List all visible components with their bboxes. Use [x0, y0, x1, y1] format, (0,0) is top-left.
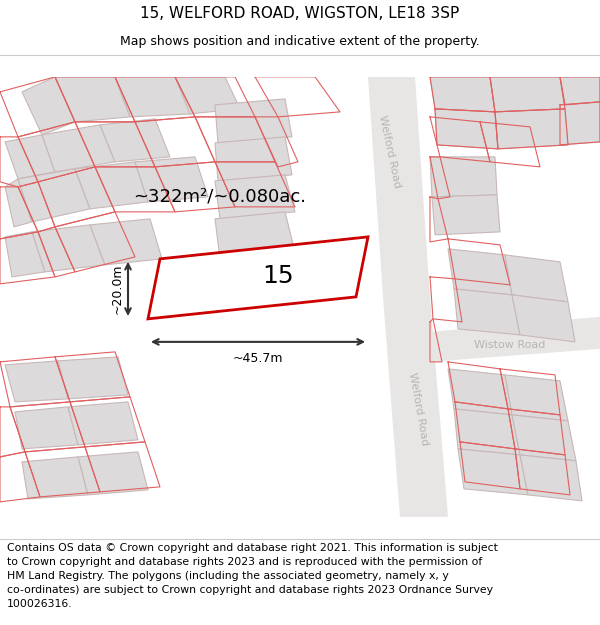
Polygon shape	[454, 289, 520, 335]
Text: 15, WELFORD ROAD, WIGSTON, LE18 3SP: 15, WELFORD ROAD, WIGSTON, LE18 3SP	[140, 6, 460, 21]
Polygon shape	[215, 99, 292, 143]
Polygon shape	[22, 77, 75, 135]
Polygon shape	[560, 77, 600, 105]
Polygon shape	[454, 409, 520, 455]
Polygon shape	[148, 237, 368, 319]
Polygon shape	[490, 77, 565, 112]
Text: Welford Road: Welford Road	[377, 114, 403, 189]
Polygon shape	[75, 162, 148, 209]
Polygon shape	[520, 455, 582, 501]
Polygon shape	[448, 249, 512, 295]
Polygon shape	[22, 457, 88, 499]
Text: Contains OS data © Crown copyright and database right 2021. This information is : Contains OS data © Crown copyright and d…	[7, 543, 498, 609]
Polygon shape	[5, 232, 45, 277]
Text: ~20.0m: ~20.0m	[111, 264, 124, 314]
Polygon shape	[505, 375, 568, 421]
Polygon shape	[560, 102, 600, 145]
Polygon shape	[5, 361, 68, 402]
Polygon shape	[32, 225, 105, 272]
Polygon shape	[100, 119, 170, 162]
Polygon shape	[435, 109, 498, 149]
Polygon shape	[115, 77, 192, 117]
Polygon shape	[18, 169, 90, 222]
Polygon shape	[15, 407, 78, 449]
Polygon shape	[135, 157, 208, 202]
Text: 15: 15	[262, 264, 294, 288]
Polygon shape	[90, 219, 162, 265]
Polygon shape	[5, 179, 32, 227]
Polygon shape	[432, 195, 500, 235]
Polygon shape	[430, 77, 495, 112]
Polygon shape	[495, 109, 568, 149]
Polygon shape	[175, 77, 240, 114]
Polygon shape	[215, 137, 292, 181]
Polygon shape	[58, 357, 128, 399]
Polygon shape	[430, 157, 497, 197]
Text: Wistow Road: Wistow Road	[475, 340, 545, 350]
Polygon shape	[430, 317, 600, 362]
Text: Map shows position and indicative extent of the property.: Map shows position and indicative extent…	[120, 35, 480, 48]
Polygon shape	[55, 77, 130, 122]
Polygon shape	[368, 77, 430, 297]
Text: Welford Road: Welford Road	[407, 371, 430, 446]
Polygon shape	[512, 295, 575, 342]
Polygon shape	[42, 125, 115, 172]
Text: ~45.7m: ~45.7m	[233, 352, 283, 365]
Polygon shape	[448, 369, 512, 415]
Polygon shape	[68, 402, 138, 445]
Polygon shape	[215, 175, 295, 219]
Polygon shape	[215, 252, 295, 299]
Polygon shape	[505, 255, 568, 302]
Polygon shape	[458, 449, 528, 495]
Polygon shape	[78, 452, 148, 495]
Polygon shape	[5, 135, 55, 179]
Polygon shape	[215, 212, 295, 259]
Text: ~322m²/~0.080ac.: ~322m²/~0.080ac.	[133, 188, 307, 206]
Polygon shape	[383, 297, 448, 517]
Polygon shape	[512, 415, 576, 461]
